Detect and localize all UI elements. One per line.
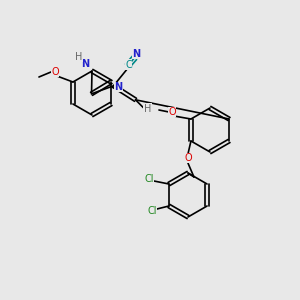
Text: O: O	[51, 67, 59, 77]
Text: H: H	[144, 104, 151, 114]
Text: N: N	[133, 49, 141, 59]
Text: Cl: Cl	[144, 174, 154, 184]
Text: N: N	[81, 59, 89, 69]
Text: N: N	[114, 82, 122, 92]
Text: O: O	[184, 153, 192, 163]
Text: Cl: Cl	[147, 206, 157, 216]
Text: O: O	[168, 107, 176, 117]
Text: H: H	[75, 52, 83, 62]
Text: C: C	[125, 60, 132, 70]
